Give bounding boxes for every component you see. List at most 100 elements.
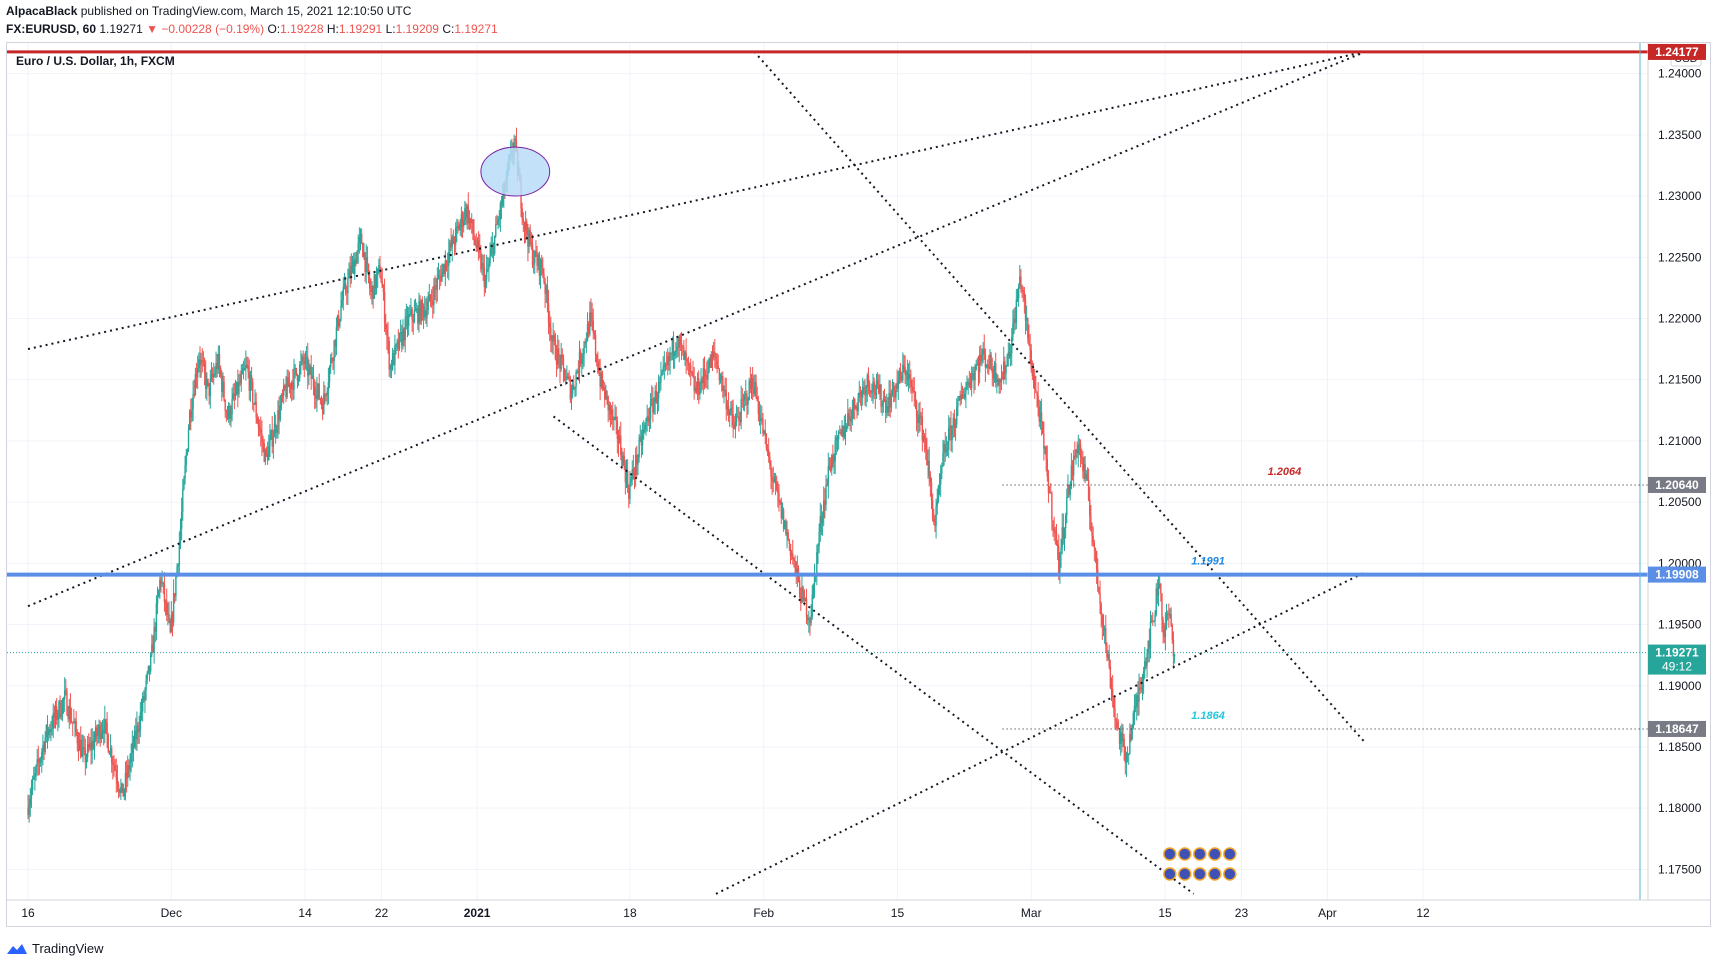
candle (75, 711, 77, 736)
candle-body (609, 404, 612, 414)
candle (660, 361, 662, 391)
candle-body (438, 275, 441, 277)
candle (888, 380, 890, 417)
candle-body (909, 374, 911, 378)
candle (1056, 539, 1059, 561)
footer-brand[interactable]: TradingView (32, 941, 104, 956)
candle-body (153, 626, 155, 653)
candle (88, 733, 90, 753)
high-label: H: (326, 22, 339, 36)
candle-body (973, 373, 975, 381)
candle (1173, 653, 1176, 664)
candle-body (131, 742, 134, 753)
candle (496, 214, 498, 226)
plot-area (7, 43, 1648, 900)
candle (254, 389, 256, 406)
candle-body (485, 269, 488, 280)
candle-body (941, 466, 943, 474)
candle (887, 397, 889, 417)
candle-body (70, 720, 73, 722)
candle-body (180, 511, 183, 529)
chart-frame[interactable] (6, 42, 1711, 927)
candle (237, 369, 239, 408)
candle (676, 338, 678, 358)
candle-body (120, 786, 122, 793)
candle (624, 459, 627, 495)
candle-body (784, 520, 786, 530)
candle (218, 345, 221, 378)
candle (402, 319, 404, 350)
candle-body (318, 383, 320, 399)
candle (271, 415, 273, 454)
candle (872, 373, 874, 404)
candle (440, 265, 442, 287)
candle-body (944, 444, 946, 452)
candle-body (716, 360, 718, 366)
candle (232, 383, 234, 401)
author-name[interactable]: AlpacaBlack (6, 4, 78, 18)
candle (903, 354, 905, 373)
candle-body (942, 453, 944, 467)
candle-body (887, 406, 889, 413)
candle (342, 277, 345, 311)
candle-body (1029, 345, 1031, 350)
candle (112, 756, 114, 780)
candle (63, 677, 66, 712)
candle-body (1031, 369, 1034, 376)
candle-body (136, 725, 138, 740)
candle-body (649, 400, 652, 420)
candle-body (985, 364, 988, 368)
candle (291, 380, 293, 402)
candle-body (111, 748, 113, 763)
candle (816, 544, 818, 586)
tradingview-logo-icon[interactable] (6, 942, 28, 956)
candle (59, 695, 61, 720)
candle-body (700, 379, 702, 393)
candle-body (911, 386, 913, 388)
candle-body (354, 259, 356, 275)
candle (432, 286, 434, 319)
candle (462, 211, 465, 233)
candle-body (55, 706, 58, 720)
candle (726, 400, 729, 416)
candle-body (171, 615, 174, 623)
candle (415, 302, 418, 314)
candle (913, 377, 916, 407)
candle (570, 384, 573, 411)
candle-body (935, 506, 937, 526)
candle-body (675, 350, 677, 352)
candle (820, 504, 823, 536)
candle-body (349, 270, 351, 278)
candle-body (167, 614, 169, 616)
candle (927, 449, 929, 479)
candle (891, 379, 894, 397)
candle (1098, 586, 1100, 595)
candle (1166, 610, 1169, 621)
candle (895, 382, 897, 409)
candle (193, 379, 195, 399)
candle (817, 543, 819, 565)
candle-body (342, 287, 345, 300)
candle-body (695, 387, 698, 393)
candle (898, 367, 901, 385)
candle (710, 351, 713, 368)
candle (707, 359, 709, 390)
candle-body (843, 425, 846, 438)
candle (702, 358, 705, 395)
candle-body (442, 264, 444, 271)
candle (1114, 697, 1116, 729)
candle (1082, 450, 1084, 479)
candle-body (834, 440, 836, 461)
candle-body (856, 406, 858, 412)
candle (729, 408, 731, 427)
candle-body (625, 471, 628, 483)
candle (917, 410, 919, 437)
candle (573, 375, 575, 391)
candle-body (254, 401, 256, 404)
y-tick-label: 1.17500 (1658, 862, 1702, 876)
candle-body (778, 492, 780, 501)
candle (341, 290, 343, 308)
candle (1163, 622, 1165, 644)
candle (720, 372, 723, 392)
